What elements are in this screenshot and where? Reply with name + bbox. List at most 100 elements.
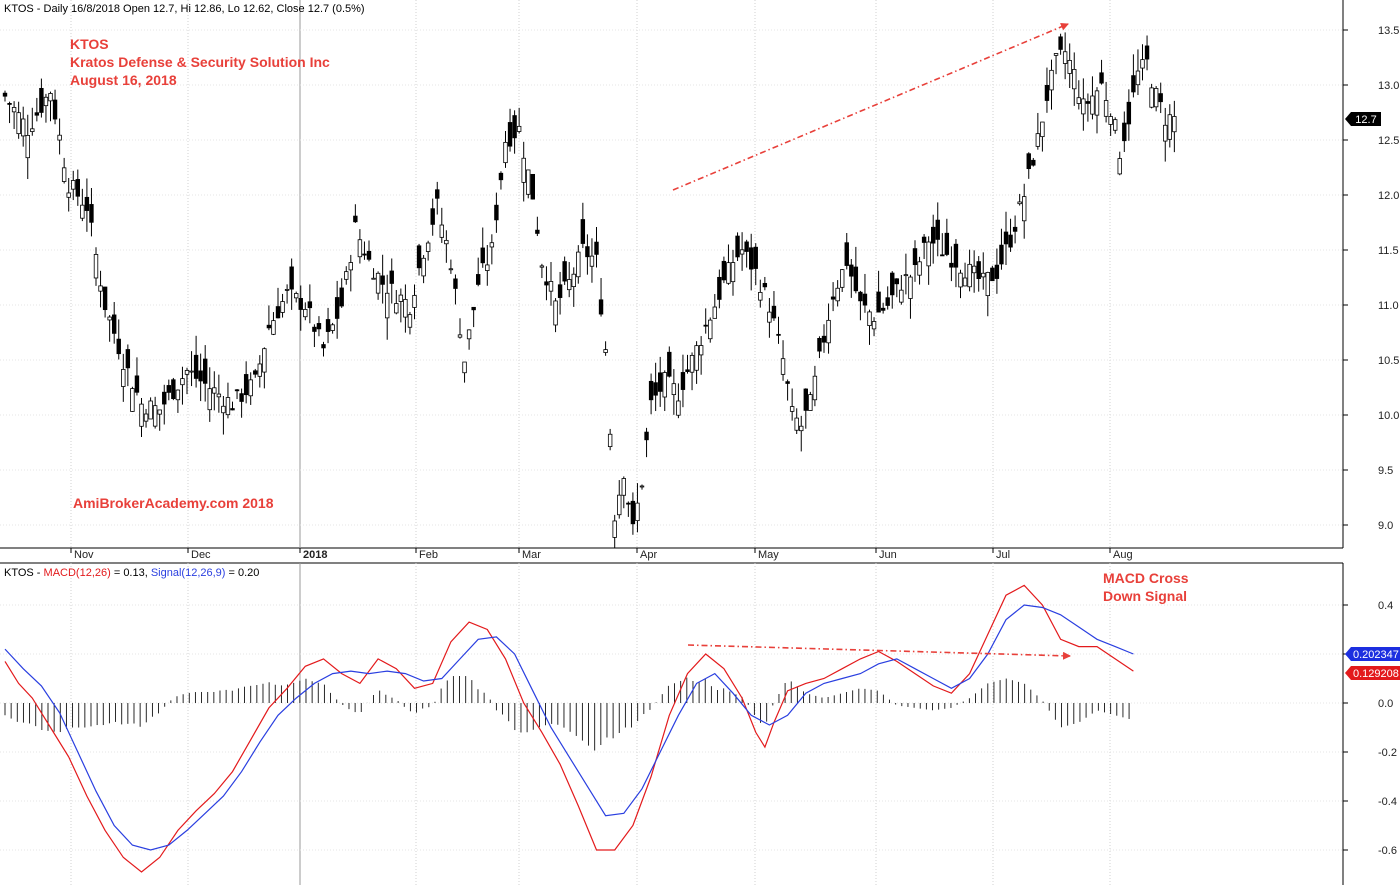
candle: [576, 245, 581, 284]
last-close-tag: 12.7: [1345, 112, 1381, 126]
month-label: May: [758, 549, 779, 561]
macd-header-ticker: KTOS -: [4, 567, 44, 579]
candle: [849, 258, 854, 298]
candle: [739, 232, 745, 271]
candle: [312, 324, 317, 348]
candle: [125, 344, 131, 387]
candle: [339, 278, 344, 308]
candle: [626, 501, 631, 517]
signal-value-tag: 0.202347: [1345, 647, 1400, 661]
candle: [330, 322, 335, 334]
candle: [89, 188, 94, 237]
candle: [926, 236, 931, 285]
candle: [494, 192, 499, 233]
candle: [84, 178, 90, 232]
candle: [712, 294, 717, 319]
candle: [175, 389, 181, 413]
candle: [334, 280, 340, 339]
candle: [43, 93, 49, 123]
candle: [703, 308, 708, 334]
candle: [152, 396, 158, 429]
candle: [130, 386, 135, 412]
candle: [489, 234, 495, 265]
macd-tick-label: 0.0: [1378, 698, 1393, 710]
candle: [689, 352, 695, 391]
macd-tick-label: -0.6: [1378, 845, 1397, 857]
price-tick-label: 11.0: [1378, 300, 1399, 312]
candle: [353, 204, 358, 223]
month-label: Apr: [640, 549, 657, 561]
candle: [598, 278, 604, 317]
candle: [785, 379, 790, 401]
candle: [894, 278, 899, 298]
candle: [421, 255, 426, 284]
candle: [771, 291, 777, 321]
annotation-watermark: AmiBrokerAcademy.com 2018: [73, 495, 274, 511]
candle: [589, 238, 595, 283]
candle: [171, 377, 176, 401]
candle: [667, 346, 672, 378]
candle: [912, 240, 918, 282]
candle: [826, 303, 831, 354]
candle: [571, 267, 576, 307]
candle: [1049, 59, 1054, 110]
candle: [1153, 86, 1159, 112]
candle: [967, 249, 972, 292]
annotation-date: August 16, 2018: [70, 72, 177, 88]
candle: [412, 284, 417, 320]
month-label: Dec: [191, 549, 211, 561]
candle: [985, 271, 990, 317]
candle: [1113, 117, 1118, 134]
candle: [1012, 215, 1018, 244]
candle: [184, 367, 190, 395]
candle: [234, 389, 240, 400]
candle: [607, 428, 613, 451]
candle: [180, 366, 185, 405]
candle: [357, 229, 363, 264]
candle: [767, 298, 772, 338]
candle: [990, 265, 995, 282]
candle: [221, 396, 226, 435]
candle: [1044, 67, 1050, 113]
macd-trend-arrow: [687, 644, 1071, 660]
candle: [30, 107, 35, 136]
price-header: KTOS - Daily 16/8/2018 Open 12.7, Hi 12.…: [4, 3, 365, 15]
price-trend-arrow: [672, 23, 1069, 191]
candle: [817, 336, 822, 359]
macd-tick-label: -0.4: [1378, 796, 1397, 808]
candle: [7, 101, 12, 124]
macd-value-tag: 0.129208: [1345, 666, 1400, 680]
candle: [1031, 157, 1036, 167]
month-axis-labels: Nov Dec 2018 Feb Mar Apr May Jun Jul Aug: [74, 549, 1133, 561]
candle: [2, 90, 8, 102]
candle: [139, 397, 144, 438]
candle: [380, 254, 385, 304]
macd-header-macd-value: = 0.13,: [111, 567, 151, 579]
candle: [348, 254, 353, 292]
candle: [949, 246, 954, 282]
candle: [862, 273, 868, 313]
candle: [621, 476, 626, 509]
candle: [580, 202, 586, 249]
candle: [803, 388, 808, 429]
signal-value-label: 0.202347: [1353, 649, 1399, 661]
candle: [717, 269, 722, 309]
candle: [1035, 112, 1041, 150]
annotation-macd-cross-line2: Down Signal: [1103, 588, 1187, 604]
candle: [25, 114, 30, 180]
candle: [134, 357, 140, 396]
candle: [262, 347, 267, 389]
candle: [835, 280, 840, 307]
candle: [594, 227, 599, 268]
candle: [66, 177, 71, 212]
candle: [407, 311, 413, 335]
macd-lines: [4, 584, 1134, 873]
candle: [880, 302, 886, 314]
candle: [52, 89, 58, 125]
candle: [239, 388, 244, 418]
candle: [921, 234, 927, 259]
candle: [435, 181, 440, 215]
candle: [1158, 82, 1163, 114]
candle: [253, 368, 258, 378]
